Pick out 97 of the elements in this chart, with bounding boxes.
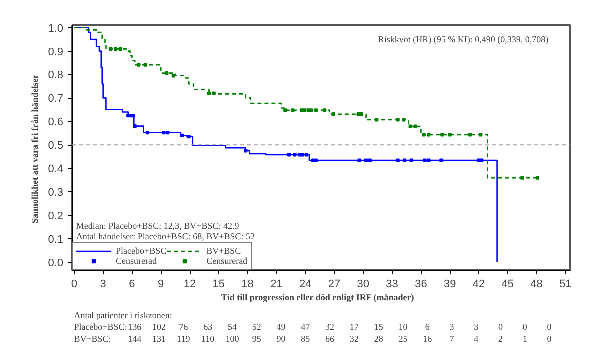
point: [323, 108, 327, 112]
y-tick-label: 0.6: [48, 116, 64, 129]
point: [165, 72, 169, 76]
x-tick-label: 9: [158, 278, 164, 290]
point: [300, 153, 305, 157]
point: [402, 118, 406, 122]
legend-label: Censurerad: [206, 256, 248, 266]
y-tick-label: 0.3: [48, 186, 64, 199]
x-tick-label: 6: [129, 278, 136, 290]
point: [187, 135, 191, 139]
text: Placebo+BSC:: [74, 322, 128, 332]
point: [368, 158, 372, 162]
y-axis-title: Sannolikhet att vara fri från händelser: [30, 74, 40, 224]
x-tick-label: 3: [100, 278, 106, 290]
x-tick-label: 18: [242, 278, 254, 290]
point: [427, 133, 431, 137]
point: [310, 108, 314, 112]
point: [479, 133, 483, 137]
point: [314, 108, 318, 112]
y-tick-label: 0.8: [48, 70, 64, 82]
x-tick-label: 39: [444, 278, 456, 290]
point: [440, 158, 444, 162]
point: [375, 118, 379, 122]
point: [109, 47, 113, 51]
x-tick-label: 0: [71, 278, 78, 290]
point: [118, 47, 122, 51]
point: [172, 74, 176, 78]
text: BV+BSC:: [74, 334, 112, 344]
point: [422, 133, 426, 137]
x-tick-label: 33: [386, 278, 398, 290]
y-tick-label: 0.9: [48, 46, 64, 58]
point: [114, 47, 118, 51]
point: [314, 158, 318, 162]
x-tick-label: 51: [560, 278, 572, 290]
text: 144 131 119 110 100 95 90 85 66 32 28 25 16 7 4 2 1 0: [128, 334, 552, 344]
point: [212, 92, 216, 96]
point: [180, 134, 184, 138]
y-tick-label: 0.4: [48, 164, 64, 176]
point: [146, 131, 150, 135]
point: [304, 153, 308, 157]
y-tick-label: 0.2: [48, 210, 64, 222]
point: [396, 118, 400, 122]
point: [312, 158, 316, 162]
point: [358, 158, 362, 162]
point: [133, 124, 137, 128]
point: [293, 153, 297, 157]
point: [427, 158, 431, 162]
point: [364, 158, 368, 162]
legend-label: Censurerad: [116, 256, 157, 266]
annotation: Median: Placebo+BSC: 12,3, BV+BSC: 42.9: [76, 220, 240, 231]
point: [302, 108, 306, 112]
x-tick-label: 30: [357, 278, 370, 290]
annotation: Riskkvot (HR) (95 % KI): 0,490 (0,339, 0,708): [378, 34, 549, 45]
legend-label: Placebo+BSC: [116, 246, 167, 256]
legend-label: BV+BSC: [206, 246, 242, 256]
point: [408, 124, 412, 128]
point: [162, 131, 166, 135]
y-tick-label: 1.0: [48, 22, 64, 35]
point: [410, 158, 414, 162]
point: [166, 131, 170, 135]
y-tick-label: 0.1: [48, 234, 64, 246]
annotation: Antal händelser: Placebo+BSC: 68, BV+BSC: 52: [76, 232, 256, 242]
x-tick-label: 27: [328, 278, 341, 290]
point: [414, 124, 418, 128]
x-tick-label: 48: [530, 278, 543, 290]
point: [403, 158, 407, 162]
point: [440, 133, 444, 137]
point: [536, 176, 540, 180]
point: [423, 158, 427, 162]
x-tick-label: 15: [212, 278, 226, 290]
text: Antal patienter i riskzonen:: [74, 310, 172, 321]
point: [284, 108, 288, 112]
x-tick-label: 21: [270, 278, 283, 290]
point: [291, 108, 295, 112]
y-tick-label: 0.0: [48, 257, 64, 270]
point: [396, 158, 400, 162]
point: [144, 63, 148, 67]
x-tick-label: 42: [472, 278, 486, 290]
y-tick-label: 0.7: [48, 93, 64, 106]
x-axis-title: Tid till progression eller död enligt IRF (månader): [222, 292, 414, 302]
point: [520, 176, 524, 180]
x-tick-label: 12: [184, 278, 196, 290]
point: [468, 133, 472, 137]
x-tick-label: 45: [502, 278, 514, 290]
x-tick-label: 24: [299, 278, 312, 290]
point: [448, 133, 452, 137]
point: [477, 158, 481, 162]
x-tick-label: 36: [415, 278, 428, 290]
text: 136 102 76 63 54 52 49 47 32 17 15 10 6 3 3 0 0 0: [128, 322, 552, 332]
point: [360, 112, 364, 116]
point: [480, 158, 484, 162]
point: [332, 112, 336, 116]
point: [244, 149, 248, 153]
point: [137, 63, 141, 67]
point: [287, 153, 292, 157]
y-tick-label: 0.5: [48, 140, 64, 152]
point: [207, 92, 212, 96]
